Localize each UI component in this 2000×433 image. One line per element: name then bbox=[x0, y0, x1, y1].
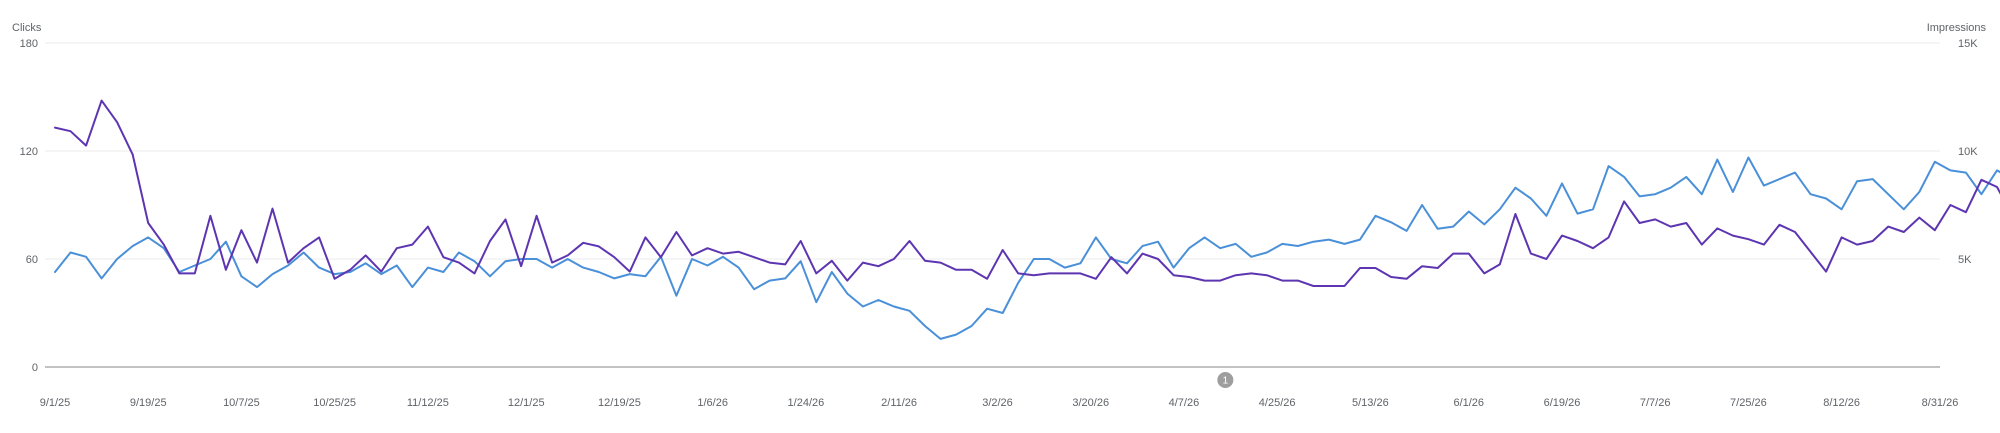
left-axis-ticks: 0 60 120 180 bbox=[20, 38, 38, 374]
x-tick-label: 7/7/26 bbox=[1640, 397, 1671, 409]
x-tick-label: 1/24/26 bbox=[788, 397, 825, 409]
x-tick-label: 8/12/26 bbox=[1823, 397, 1860, 409]
clicks-line bbox=[54, 99, 2000, 287]
right-tick-label: 15K bbox=[1958, 38, 1978, 50]
x-tick-label: 12/19/25 bbox=[598, 397, 641, 409]
annotation-marker[interactable] bbox=[1217, 372, 1234, 388]
left-axis-title: Clicks bbox=[12, 22, 42, 34]
x-axis-ticks: 9/1/25 9/19/25 10/7/25 10/25/25 11/12/25 12/1… bbox=[40, 397, 1959, 409]
gridlines bbox=[45, 42, 1940, 368]
x-tick-label: 1/6/26 bbox=[697, 397, 728, 409]
x-tick-label: 2/11/26 bbox=[881, 397, 917, 409]
left-tick-label: 0 bbox=[32, 362, 38, 374]
annotation[interactable]: 1 bbox=[1217, 372, 1234, 388]
x-tick-label: 4/25/26 bbox=[1259, 397, 1296, 409]
x-tick-label: 11/12/25 bbox=[407, 397, 449, 409]
x-tick-label: 10/25/25 bbox=[313, 397, 356, 409]
left-tick-label: 60 bbox=[26, 254, 38, 266]
x-tick-label: 6/1/26 bbox=[1453, 397, 1484, 409]
left-tick-label: 180 bbox=[20, 38, 38, 50]
x-tick-label: 3/20/26 bbox=[1072, 397, 1109, 409]
series-layer bbox=[54, 99, 2000, 340]
annotation-label: 1 bbox=[1223, 376, 1229, 387]
left-tick-label: 120 bbox=[20, 146, 38, 158]
x-tick-label: 8/31/26 bbox=[1922, 397, 1959, 409]
x-tick-label: 10/7/25 bbox=[223, 397, 260, 409]
x-tick-label: 4/7/26 bbox=[1169, 397, 1200, 409]
right-tick-label: 10K bbox=[1958, 146, 1978, 158]
x-tick-label: 7/25/26 bbox=[1730, 397, 1767, 409]
right-tick-label: 5K bbox=[1958, 254, 1972, 266]
x-tick-label: 12/1/25 bbox=[508, 397, 545, 409]
x-tick-label: 9/19/25 bbox=[130, 397, 167, 409]
x-tick-label: 6/19/26 bbox=[1544, 397, 1581, 409]
x-tick-label: 5/13/26 bbox=[1352, 397, 1389, 409]
x-tick-label: 3/2/26 bbox=[982, 397, 1013, 409]
right-axis-ticks: 5K 10K 15K bbox=[1958, 38, 1978, 266]
impressions-line bbox=[54, 156, 2000, 340]
right-axis-title: Impressions bbox=[1927, 22, 1987, 34]
x-tick-label: 9/1/25 bbox=[40, 397, 71, 409]
